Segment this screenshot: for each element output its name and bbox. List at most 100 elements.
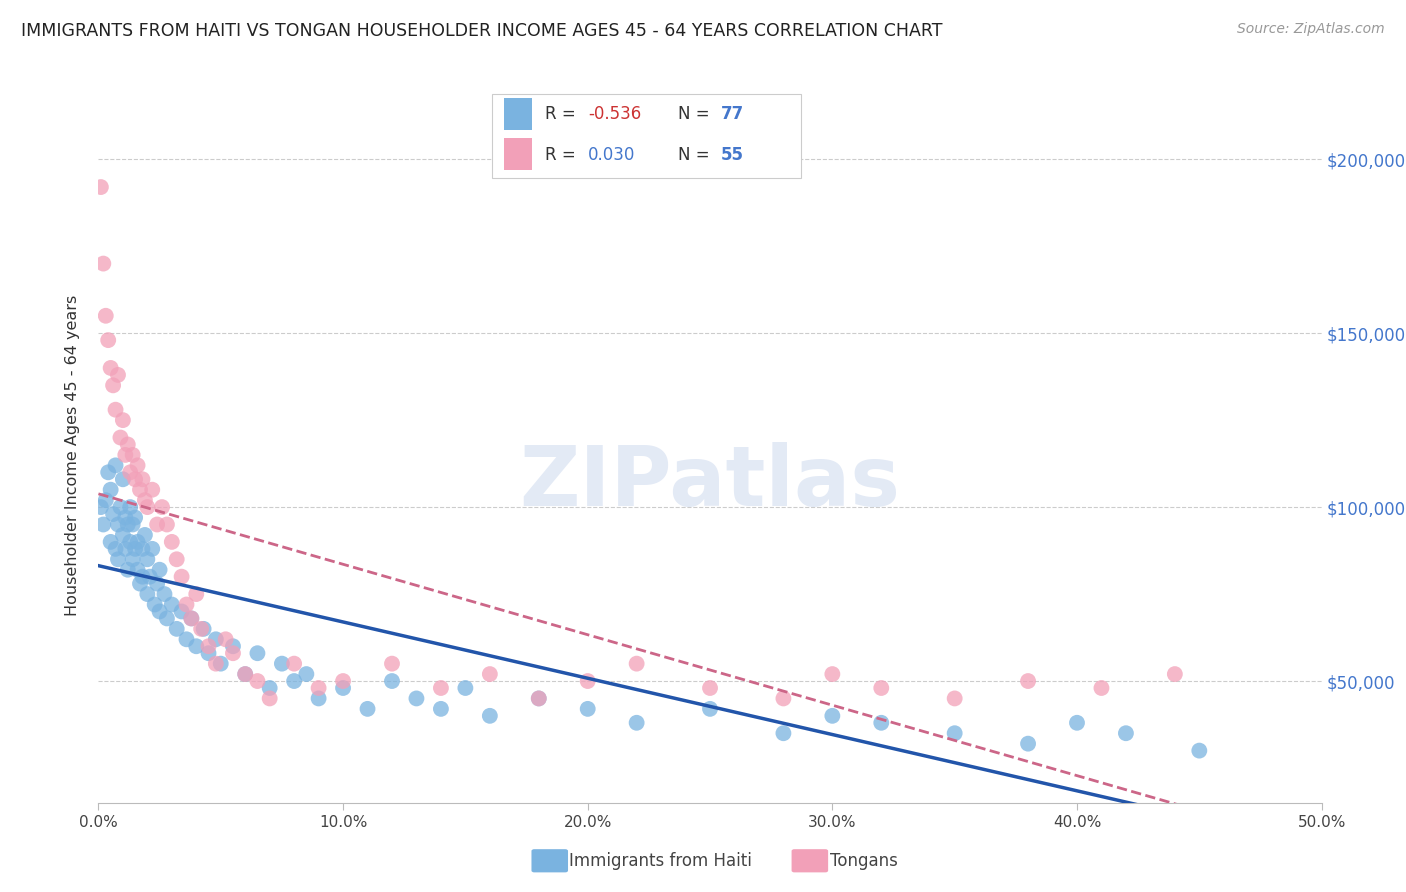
Point xyxy=(114,510,136,524)
Point xyxy=(405,691,427,706)
Point xyxy=(1090,681,1112,695)
Point xyxy=(143,598,166,612)
Point xyxy=(576,702,599,716)
Point xyxy=(626,715,648,730)
Point xyxy=(146,576,169,591)
Text: 77: 77 xyxy=(721,105,744,123)
Point xyxy=(104,402,127,417)
Point xyxy=(131,570,153,584)
Point xyxy=(100,360,122,375)
Point xyxy=(107,368,129,382)
Point xyxy=(124,541,146,556)
Point xyxy=(110,500,132,514)
Point xyxy=(117,563,139,577)
Point xyxy=(121,517,143,532)
Point xyxy=(1066,715,1088,730)
Point xyxy=(209,657,232,671)
Point xyxy=(129,576,152,591)
Text: -0.536: -0.536 xyxy=(588,105,641,123)
Point xyxy=(114,448,136,462)
Text: Tongans: Tongans xyxy=(830,852,897,870)
Point xyxy=(166,552,188,566)
Point xyxy=(124,510,146,524)
Point xyxy=(186,639,208,653)
Point xyxy=(121,552,143,566)
Point xyxy=(527,691,550,706)
Point xyxy=(870,715,893,730)
Point xyxy=(136,500,159,514)
Text: 0.030: 0.030 xyxy=(588,145,636,163)
Point xyxy=(170,605,193,619)
Point xyxy=(430,702,453,716)
Point xyxy=(121,448,143,462)
Point xyxy=(478,667,501,681)
Point xyxy=(134,528,156,542)
Point xyxy=(478,708,501,723)
Point xyxy=(180,611,202,625)
Point xyxy=(90,180,112,194)
Point xyxy=(166,622,188,636)
Point xyxy=(136,587,159,601)
Point xyxy=(870,681,893,695)
Point xyxy=(107,552,129,566)
Point xyxy=(104,541,127,556)
Point xyxy=(141,541,163,556)
Point xyxy=(190,622,212,636)
FancyBboxPatch shape xyxy=(492,94,801,178)
Text: 55: 55 xyxy=(721,145,744,163)
Bar xyxy=(505,137,533,169)
Point xyxy=(295,667,318,681)
Point xyxy=(111,413,134,427)
Point xyxy=(139,570,162,584)
Point xyxy=(197,646,219,660)
Point xyxy=(94,309,117,323)
Point xyxy=(97,333,120,347)
Point xyxy=(699,681,721,695)
Point xyxy=(197,639,219,653)
Point xyxy=(129,483,152,497)
Point xyxy=(120,534,142,549)
Point xyxy=(283,674,305,689)
Point xyxy=(101,507,124,521)
Point xyxy=(176,598,198,612)
Point xyxy=(90,500,112,514)
Point xyxy=(222,639,245,653)
Point xyxy=(270,657,294,671)
Point xyxy=(134,493,156,508)
Point xyxy=(127,458,149,473)
Point xyxy=(94,493,117,508)
Point xyxy=(943,691,966,706)
Point xyxy=(430,681,453,695)
Point xyxy=(332,681,354,695)
Point xyxy=(136,552,159,566)
Point xyxy=(104,458,127,473)
Point xyxy=(100,534,122,549)
Point xyxy=(160,598,183,612)
Point xyxy=(1115,726,1137,740)
Point xyxy=(308,691,330,706)
Point xyxy=(131,541,153,556)
Text: R =: R = xyxy=(544,105,581,123)
Point xyxy=(146,517,169,532)
Point xyxy=(101,378,124,392)
Point xyxy=(160,534,183,549)
Point xyxy=(381,674,404,689)
Text: R =: R = xyxy=(544,145,581,163)
Point xyxy=(381,657,404,671)
Point xyxy=(943,726,966,740)
Point xyxy=(699,702,721,716)
Point xyxy=(193,622,215,636)
Text: Source: ZipAtlas.com: Source: ZipAtlas.com xyxy=(1237,22,1385,37)
Point xyxy=(111,528,134,542)
Point xyxy=(100,483,122,497)
Point xyxy=(821,708,844,723)
Point xyxy=(107,517,129,532)
Point xyxy=(120,466,142,480)
Point xyxy=(117,517,139,532)
Point xyxy=(124,472,146,486)
Point xyxy=(97,466,120,480)
Point xyxy=(149,563,172,577)
Y-axis label: Householder Income Ages 45 - 64 years: Householder Income Ages 45 - 64 years xyxy=(65,294,80,615)
Point xyxy=(222,646,245,660)
Point xyxy=(131,472,153,486)
